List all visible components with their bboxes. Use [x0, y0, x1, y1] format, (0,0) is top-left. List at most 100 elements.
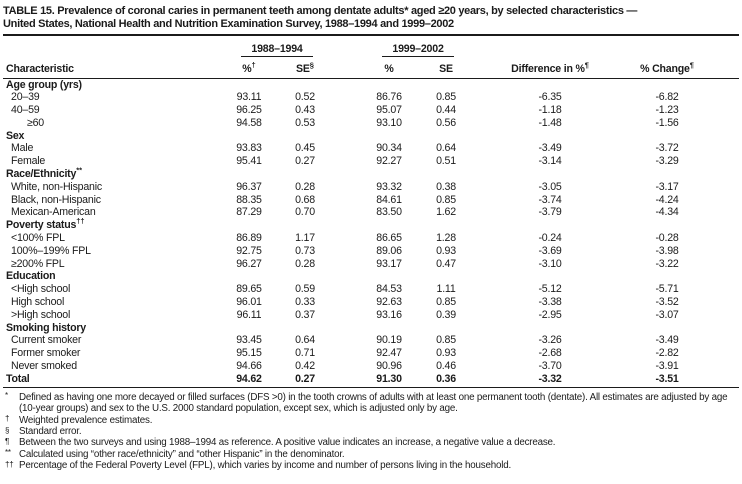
section-label: Sex	[6, 129, 25, 142]
cell-pct-1988: 88.35	[236, 193, 262, 206]
prevalence-table: 1988–1994 1999–2002 Characteristic %† SE…	[3, 39, 740, 388]
footnote-marker-pilcrow: ¶	[689, 59, 694, 69]
cell-pct-change: -1.23	[655, 104, 679, 117]
group-label-1988-1994: 1988–1994	[241, 43, 313, 57]
cell-pct-change: -0.28	[655, 232, 679, 245]
cell-pct-1999: 93.17	[376, 257, 402, 270]
cell-pct-1999: 93.16	[376, 308, 402, 321]
footnote-marker: †	[5, 414, 10, 424]
cell-pct-change: -3.07	[655, 308, 679, 321]
row-label: ≥60	[27, 116, 44, 129]
gap-cell	[333, 117, 361, 130]
cell-pct-1999: 84.53	[376, 283, 402, 296]
cell-difference: -2.68	[538, 347, 562, 360]
cell-difference: -3.74	[538, 193, 562, 206]
tail-cell	[709, 296, 739, 309]
cell-pct-1999: 92.47	[376, 347, 402, 360]
cell-se-1999: 0.36	[417, 372, 476, 388]
table-title: TABLE 15. Prevalence of coronal caries i…	[3, 5, 739, 31]
cell-se-1999: 0.47	[436, 257, 456, 270]
cell-pct-1999: 86.65	[376, 232, 402, 245]
footnote-marker: ††	[5, 459, 14, 469]
column-header-difference: Difference in %¶	[475, 57, 626, 79]
cell-pct-change: -3.51	[625, 372, 710, 388]
tail-cell	[709, 91, 739, 104]
section-label: Smoking history	[6, 321, 86, 334]
tail-cell	[709, 232, 739, 245]
cell-difference: -1.18	[538, 104, 562, 117]
gap-cell	[333, 91, 361, 104]
table-row: 100%–199% FPL 92.75 0.73 89.06 0.93 -3.69 -3.9…	[3, 245, 739, 258]
cell-pct-change: -4.24	[655, 193, 679, 206]
tail-cell	[709, 283, 739, 296]
cell-se-1999: 0.51	[436, 155, 456, 168]
row-label: <100% FPL	[11, 232, 65, 245]
gap-cell	[333, 360, 361, 373]
cell-pct-change: -3.72	[655, 142, 679, 155]
cell-pct-change: -3.52	[655, 296, 679, 309]
row-label: Total	[3, 372, 221, 388]
cell-pct-1999: 90.19	[376, 334, 402, 347]
cell-pct-change: -3.17	[655, 180, 679, 193]
cell-pct-change: -6.82	[655, 91, 679, 104]
gap-cell	[333, 155, 361, 168]
table-row: High school 96.01 0.33 92.63 0.85 -3.38 -3.52	[3, 296, 739, 309]
footnote-dagger: † Weighted prevalence estimates.	[3, 414, 739, 426]
row-label: 20–39	[11, 91, 40, 104]
cell-pct-1988: 94.66	[236, 360, 262, 373]
table-row: Never smoked 94.66 0.42 90.96 0.46 -3.70 -3.91	[3, 360, 739, 373]
table-row: 20–39 93.11 0.52 86.76 0.85 -6.35 -6.82	[3, 91, 739, 104]
tail-cell	[709, 258, 739, 271]
cell-pct-1999: 90.34	[376, 142, 402, 155]
column-header-characteristic: Characteristic	[3, 57, 221, 79]
cell-difference: -3.26	[538, 334, 562, 347]
cell-pct-1999: 92.63	[376, 296, 402, 309]
cell-pct-1988: 87.29	[236, 206, 262, 219]
cell-se-1988: 0.59	[295, 283, 315, 296]
footnote-double-asterisk: ** Calculated using “other race/ethnicit…	[3, 448, 739, 460]
footnote-text: Defined as having one more decayed or fi…	[19, 391, 728, 415]
cell-se-1988: 0.73	[295, 244, 315, 257]
cell-difference: -5.12	[538, 283, 562, 296]
table-row: 40–59 96.25 0.43 95.07 0.44 -1.18 -1.23	[3, 104, 739, 117]
gap-cell	[333, 347, 361, 360]
cell-pct-1988: 96.27	[236, 257, 262, 270]
table-row: <High school 89.65 0.59 84.53 1.11 -5.12 -5.71	[3, 283, 739, 296]
table-header: 1988–1994 1999–2002 Characteristic %† SE…	[3, 39, 740, 79]
column-header-row: Characteristic %† SE§ % SE Difference in…	[3, 57, 740, 79]
cell-pct-1999: 95.07	[376, 104, 402, 117]
cell-se-1988: 0.28	[295, 180, 315, 193]
cell-difference: -3.05	[538, 180, 562, 193]
gap-cell	[333, 232, 361, 245]
cell-se-1999: 0.56	[436, 116, 456, 129]
gap-cell	[333, 372, 362, 388]
section-label: Education	[6, 270, 56, 283]
cell-pct-change: -4.34	[655, 206, 679, 219]
footnote-marker: *	[5, 391, 8, 401]
cell-difference: -3.69	[538, 244, 562, 257]
row-label: Male	[11, 142, 34, 155]
cell-se-1999: 0.64	[436, 142, 456, 155]
row-label: <High school	[11, 283, 71, 296]
cell-pct-1988: 96.01	[236, 296, 262, 309]
document-page: TABLE 15. Prevalence of coronal caries i…	[3, 5, 740, 472]
cell-se-1988: 0.27	[277, 372, 334, 388]
cell-se-1988: 0.33	[295, 296, 315, 309]
section-row: Sex	[3, 130, 739, 143]
title-rule	[3, 34, 739, 36]
table-row: Former smoker 95.15 0.71 92.47 0.93 -2.68 -2.8…	[3, 347, 739, 360]
cell-pct-1988: 96.11	[236, 308, 262, 321]
cell-se-1988: 0.45	[295, 142, 315, 155]
footnote-marker-pilcrow: ¶	[584, 59, 589, 69]
cell-se-1988: 0.37	[295, 308, 315, 321]
gap-cell	[333, 104, 361, 117]
cell-pct-1999: 86.76	[376, 91, 402, 104]
cell-pct-1999: 89.06	[376, 244, 402, 257]
cell-pct-change: -3.91	[655, 360, 679, 373]
cell-se-1999: 0.44	[436, 104, 456, 117]
cell-pct-1999: 93.10	[376, 116, 402, 129]
footnote-text: Percentage of the Federal Poverty Level …	[19, 460, 511, 472]
gap-cell	[333, 283, 361, 296]
cell-pct-1988: 86.89	[236, 232, 262, 245]
footnote-asterisk: * Defined as having one more decayed or …	[3, 391, 739, 415]
